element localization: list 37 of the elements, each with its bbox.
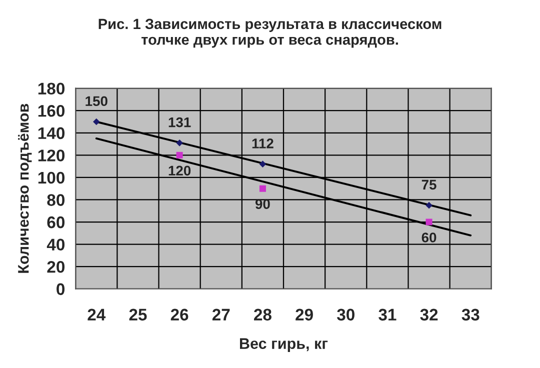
data-label: 112 — [252, 138, 274, 148]
data-label: 60 — [422, 232, 436, 242]
point — [176, 140, 183, 146]
y-tick-label: 140 — [38, 127, 65, 140]
x-tick-label: 25 — [129, 308, 147, 321]
data-label: 150 — [86, 96, 108, 106]
x-tick-label: 30 — [336, 308, 354, 321]
y-tick-label: 160 — [38, 105, 65, 117]
y-tick-label: 100 — [38, 172, 65, 184]
data-label: 120 — [168, 166, 191, 176]
x-axis-title: Вес гирь, кг — [240, 338, 328, 352]
y-tick-label: 120 — [38, 150, 65, 162]
x-tick-label: 24 — [88, 308, 106, 320]
x-tick-label: 26 — [170, 308, 188, 321]
y-tick-label: 60 — [47, 216, 64, 228]
y-tick-label: 80 — [47, 194, 64, 206]
point — [92, 118, 100, 126]
point — [176, 152, 183, 158]
data-label: 75 — [422, 180, 436, 190]
y-tick-label: 40 — [46, 238, 64, 251]
y-tick-label: 0 — [56, 283, 64, 296]
point — [259, 185, 266, 192]
x-tick-label: 29 — [296, 308, 313, 321]
x-tick-label: 27 — [212, 308, 230, 320]
x-tick-label: 28 — [254, 308, 272, 321]
point — [426, 202, 432, 209]
y-axis-title: Количество подъёмов — [18, 104, 32, 273]
y-tick-label: 180 — [38, 82, 65, 95]
y-tick-label: 20 — [47, 260, 64, 273]
x-tick-label: 31 — [378, 308, 396, 321]
chart-title: Рис. 1 Зависимость результата в классическом толчке двух гирь от веса снарядов. — [98, 18, 442, 48]
point — [426, 218, 432, 226]
data-label: 131 — [168, 117, 191, 128]
data-label: 90 — [255, 199, 270, 209]
point — [259, 160, 266, 168]
x-tick-label: 32 — [420, 308, 438, 321]
x-tick-label: 33 — [462, 308, 480, 321]
